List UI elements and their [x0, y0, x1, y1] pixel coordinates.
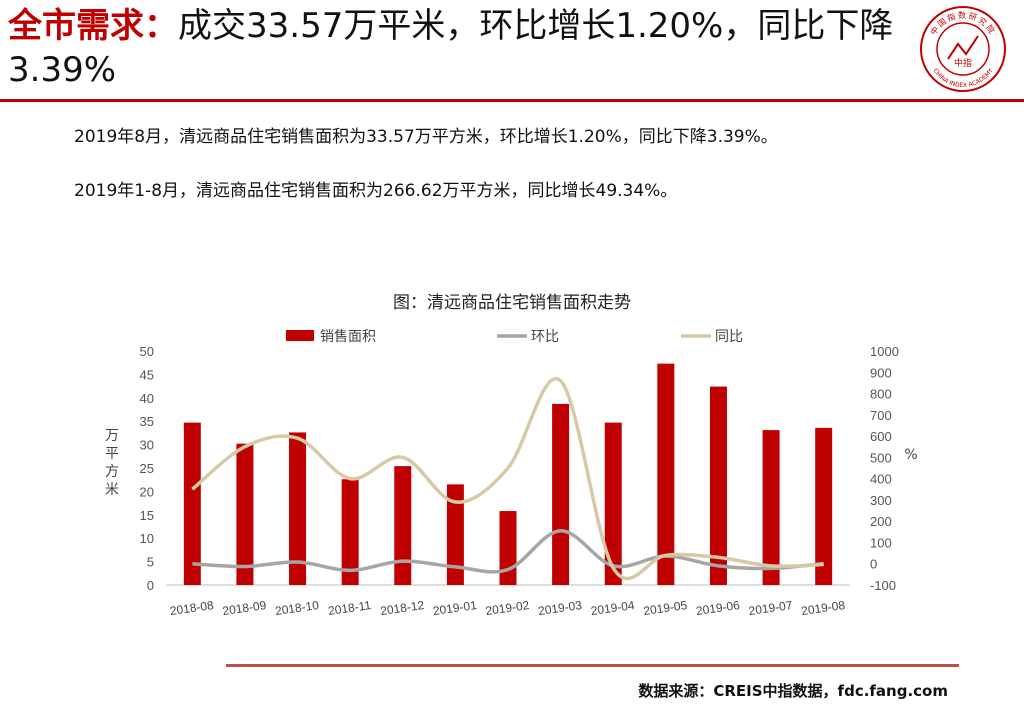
y2-tick-label: 100	[870, 535, 892, 550]
page-title: 全市需求：成交33.57万平米，环比增长1.20%，同比下降3.39%	[8, 4, 908, 92]
footer-divider	[226, 664, 959, 667]
y-axis-label-char: 万	[105, 428, 119, 444]
logo-center-text: 中指	[954, 57, 972, 69]
bar-sales-area	[604, 422, 622, 585]
legend-swatch-bar	[286, 330, 314, 341]
y2-tick-label: 400	[870, 472, 892, 487]
x-tick-label: 2019-05	[643, 598, 689, 618]
y2-tick-label: 500	[870, 450, 892, 465]
x-tick-label: 2019-07	[748, 598, 794, 618]
y-tick-label: 25	[140, 461, 154, 476]
x-tick-label: 2019-08	[800, 598, 846, 618]
title-divider	[0, 99, 1024, 102]
y2-tick-label: -100	[870, 578, 896, 593]
x-tick-label: 2018-09	[222, 598, 268, 618]
y2-axis-label: %	[904, 447, 917, 463]
y-tick-label: 30	[140, 438, 154, 453]
x-tick-label: 2019-01	[432, 598, 478, 618]
x-tick-label: 2019-02	[485, 598, 531, 618]
bar-sales-area	[446, 484, 464, 585]
x-tick-label: 2018-11	[327, 598, 372, 618]
x-tick-label: 2019-03	[537, 598, 583, 618]
title-highlight: 全市需求：	[8, 6, 178, 46]
y-tick-label: 10	[140, 531, 154, 546]
y2-tick-label: 1000	[870, 344, 899, 359]
line-yoy	[191, 376, 824, 581]
x-tick-label: 2018-10	[274, 598, 320, 618]
y-tick-label: 35	[140, 414, 154, 429]
y-tick-label: 15	[140, 508, 154, 523]
bar-sales-area	[341, 479, 359, 585]
summary-paragraph-2: 2019年1-8月，清远商品住宅销售面积为266.62万平方米，同比增长49.3…	[74, 181, 678, 201]
y-tick-label: 0	[147, 578, 154, 593]
x-tick-label: 2018-12	[379, 598, 425, 618]
legend-label: 同比	[715, 329, 743, 345]
y-tick-label: 45	[140, 367, 154, 382]
bar-sales-area	[815, 427, 833, 585]
x-tick-label: 2019-06	[695, 598, 741, 618]
line-mom	[192, 529, 824, 574]
y2-tick-label: 0	[870, 557, 877, 572]
bar-sales-area	[709, 386, 727, 585]
bar-sales-area	[552, 403, 570, 585]
bar-sales-area	[183, 422, 201, 585]
y2-tick-label: 900	[870, 365, 892, 380]
summary-paragraph-1: 2019年8月，清远商品住宅销售面积为33.57万平方米，环比增长1.20%，同…	[74, 127, 778, 147]
china-index-academy-logo: 中国指数研究院 CHINA INDEX ACADEMY 中指	[918, 4, 1008, 94]
x-tick-label: 2019-04	[590, 598, 636, 618]
y-tick-label: 5	[147, 555, 154, 570]
legend-label: 环比	[531, 329, 559, 345]
bar-sales-area	[657, 363, 675, 585]
y-tick-label: 40	[140, 391, 154, 406]
y2-tick-label: 600	[870, 429, 892, 444]
bar-sales-area	[289, 432, 307, 585]
bar-sales-area	[762, 430, 780, 585]
x-tick-label: 2018-08	[169, 598, 215, 618]
title-rest: 成交33.57万平米，环比增长1.20%，同比下降3.39%	[8, 6, 894, 90]
bar-sales-area	[394, 466, 412, 585]
chart-title: 图：清远商品住宅销售面积走势	[393, 293, 631, 313]
bar-sales-area	[499, 511, 517, 585]
y-axis-label-char: 米	[105, 482, 119, 498]
y2-tick-label: 800	[870, 387, 892, 402]
y-axis-label-char: 方	[105, 464, 119, 480]
y2-tick-label: 300	[870, 493, 892, 508]
y-axis-label-char: 平	[105, 446, 119, 462]
data-source: 数据来源：CREIS中指数据，fdc.fang.com	[638, 682, 948, 700]
y2-tick-label: 200	[870, 514, 892, 529]
legend-label: 销售面积	[320, 329, 376, 345]
bar-sales-area	[236, 443, 254, 585]
y2-tick-label: 700	[870, 408, 892, 423]
y-tick-label: 50	[140, 344, 154, 359]
y-tick-label: 20	[140, 484, 154, 499]
